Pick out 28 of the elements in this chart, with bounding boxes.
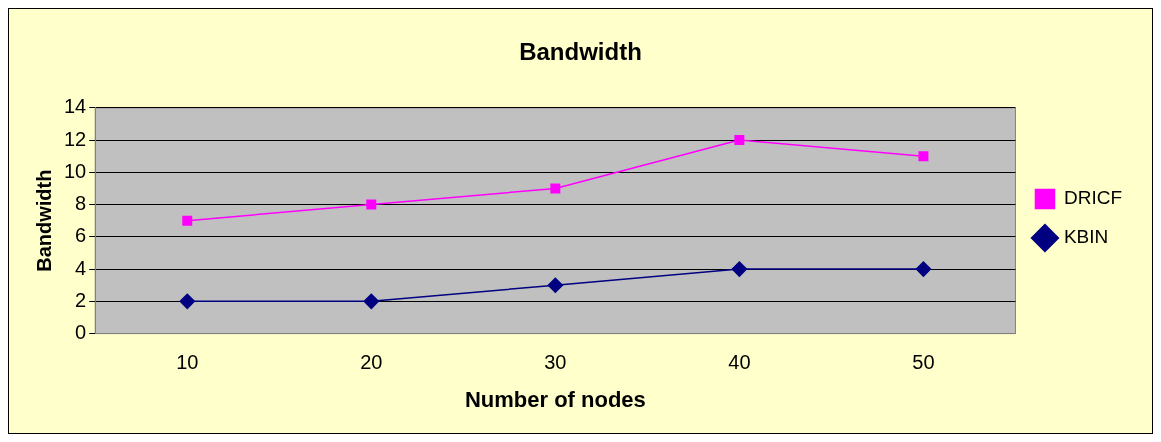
point: [179, 293, 196, 310]
x-axis-title: Number of nodes: [464, 386, 646, 412]
point: [734, 135, 745, 146]
x-tick-label: 30: [544, 351, 567, 374]
chart-title: Bandwidth: [519, 38, 642, 66]
y-tick-label: 8: [75, 192, 87, 215]
x-tick-label: 50: [912, 351, 935, 374]
point: [915, 261, 932, 277]
y-tick-label: 10: [64, 159, 87, 182]
point: [182, 215, 193, 226]
x-tick-label: 40: [728, 351, 751, 374]
point: [550, 183, 561, 194]
point: [731, 261, 748, 277]
x-tick-label: 20: [360, 351, 383, 374]
x-tick-label: 10: [176, 351, 199, 374]
y-axis-title: Bandwidth: [32, 169, 55, 272]
y-tick-label: 2: [75, 288, 87, 311]
legend-label: KBIN: [1063, 226, 1109, 248]
y-tick-label: 4: [75, 256, 87, 279]
point: [918, 151, 929, 162]
y-tick-label: 6: [75, 224, 87, 247]
point: [363, 293, 380, 310]
point: [366, 199, 377, 210]
y-tick-label: 12: [64, 127, 87, 150]
legend-label: DRICF: [1063, 187, 1123, 209]
y-tick-label: 14: [64, 95, 87, 118]
point: [547, 277, 564, 293]
y-tick-label: 0: [75, 321, 87, 344]
